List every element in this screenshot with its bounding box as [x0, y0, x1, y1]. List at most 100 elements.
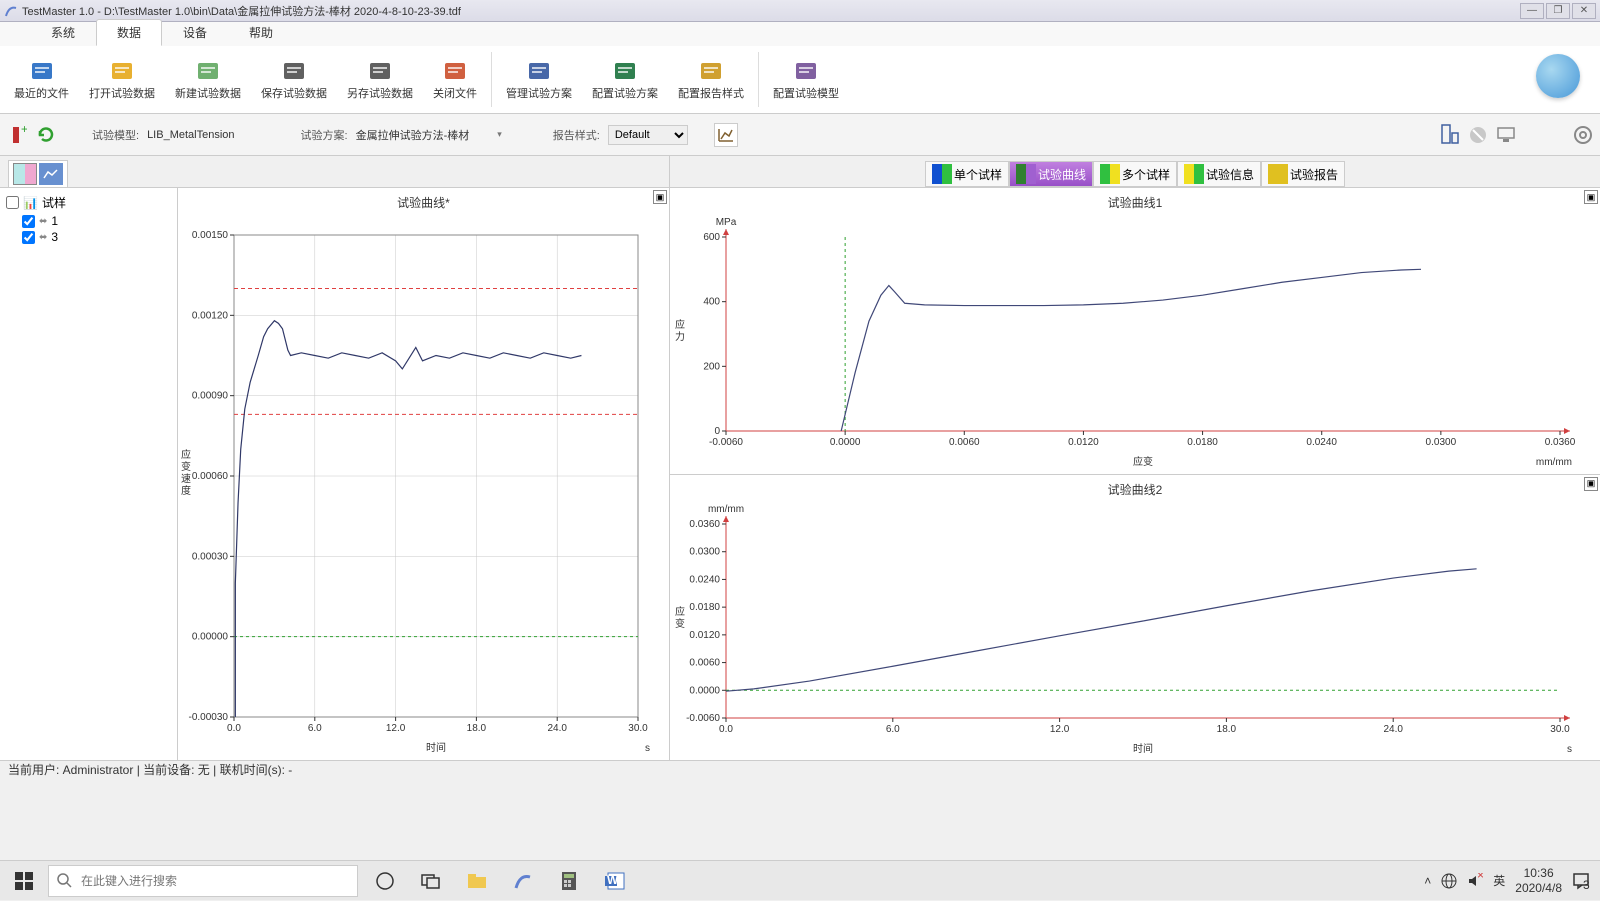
tree-item-label: 1 [51, 214, 58, 228]
task-word-icon[interactable]: W [592, 861, 638, 901]
svg-text:0.00030: 0.00030 [192, 551, 229, 562]
svg-text:+: + [21, 123, 27, 136]
svg-text:速: 速 [181, 473, 191, 485]
tree-item[interactable]: ⬌ 1 [4, 213, 173, 229]
svg-text:-0.0060: -0.0060 [686, 713, 720, 724]
chart-tool-icon[interactable] [714, 123, 738, 147]
chart-maximize-icon[interactable]: ▣ [1584, 477, 1598, 491]
svg-text:0.0060: 0.0060 [689, 657, 720, 668]
svg-text:0.0120: 0.0120 [689, 629, 720, 640]
svg-text:s: s [645, 743, 650, 754]
ribbon-button[interactable]: 关闭文件 [423, 48, 487, 111]
svg-text:0.0360: 0.0360 [1545, 437, 1576, 448]
plan-label: 试验方案: [301, 127, 348, 143]
left-tab-strip [0, 156, 669, 188]
svg-text:0.0360: 0.0360 [689, 519, 720, 530]
ribbon-button[interactable]: 管理试验方案 [496, 48, 582, 111]
ribbon-button[interactable]: 新建试验数据 [165, 48, 251, 111]
taskbar: 在此键入进行搜索 W ˄ × 英 10:36 2020/4/8 3 [0, 860, 1600, 900]
task-app-icon[interactable] [500, 861, 546, 901]
ribbon-button[interactable]: 配置试验方案 [582, 48, 668, 111]
monitor-icon[interactable] [1496, 125, 1516, 145]
ribbon-button[interactable]: 最近的文件 [4, 48, 79, 111]
left-tab-chart[interactable] [8, 160, 68, 188]
ribbon-button[interactable]: 打开试验数据 [79, 48, 165, 111]
settings-gear-icon[interactable] [1572, 125, 1592, 145]
tray-date: 2020/4/8 [1515, 881, 1562, 895]
ribbon-button[interactable]: 另存试验数据 [337, 48, 423, 111]
svg-text:400: 400 [703, 297, 720, 308]
tree-item-icon: ⬌ [39, 216, 47, 227]
menu-device[interactable]: 设备 [162, 19, 228, 46]
close-button[interactable]: ✕ [1572, 3, 1596, 19]
start-button[interactable] [0, 861, 48, 901]
refresh-icon[interactable] [36, 125, 56, 145]
svg-text:0.0120: 0.0120 [1068, 437, 1099, 448]
ribbon-icon [108, 59, 136, 83]
svg-text:度: 度 [181, 484, 191, 497]
tray-clock[interactable]: 10:36 2020/4/8 [1515, 866, 1562, 895]
right-tab[interactable]: 单个试样 [925, 161, 1009, 187]
report-select[interactable]: Default [608, 125, 688, 145]
clock-icon [1536, 54, 1580, 98]
left-chart: ▣ 试验曲线* 0.06.012.018.024.030.0-0.000300.… [178, 188, 669, 760]
svg-text:6.0: 6.0 [886, 724, 900, 735]
svg-text:mm/mm: mm/mm [708, 504, 744, 515]
tray-volume-icon[interactable]: × [1467, 873, 1483, 889]
ribbon-label: 关闭文件 [433, 85, 477, 101]
svg-text:24.0: 24.0 [547, 723, 567, 734]
tree-root[interactable]: 📊 试样 [4, 192, 173, 213]
report-label: 报告样式: [553, 127, 600, 143]
svg-text:0.0240: 0.0240 [689, 574, 720, 585]
ribbon-button[interactable]: 配置试验模型 [763, 48, 849, 111]
right-tab[interactable]: 多个试样 [1093, 161, 1177, 187]
ribbon-icon [525, 59, 553, 83]
svg-text:时间: 时间 [426, 741, 446, 754]
specimen-add-icon[interactable]: + [8, 125, 28, 145]
svg-text:0.0: 0.0 [227, 723, 241, 734]
tray-chevron-icon[interactable]: ˄ [1424, 874, 1431, 888]
minimize-button[interactable]: ― [1520, 3, 1544, 19]
ribbon-button[interactable]: 配置报告样式 [668, 48, 754, 111]
ribbon-label: 配置试验模型 [773, 85, 839, 101]
tray-ime[interactable]: 英 [1493, 872, 1505, 889]
plan-dropdown-icon[interactable]: ▾ [497, 129, 502, 140]
ribbon-icon [280, 59, 308, 83]
window-title: TestMaster 1.0 - D:\TestMaster 1.0\bin\D… [22, 3, 1520, 19]
tray-notifications-icon[interactable]: 3 [1572, 872, 1590, 890]
tray-network-icon[interactable] [1441, 873, 1457, 889]
menu-system[interactable]: 系统 [30, 19, 96, 46]
task-calculator-icon[interactable] [546, 861, 592, 901]
device-icon[interactable] [1440, 125, 1460, 145]
chart2-title: 试验曲线2 [670, 475, 1600, 504]
right-tab[interactable]: 试验信息 [1177, 161, 1261, 187]
ribbon-label: 打开试验数据 [89, 85, 155, 101]
tree-item-checkbox[interactable] [22, 215, 35, 228]
svg-text:应: 应 [181, 448, 191, 461]
svg-text:变: 变 [675, 617, 685, 630]
ribbon-icon [28, 59, 56, 83]
ribbon-label: 另存试验数据 [347, 85, 413, 101]
tree-item[interactable]: ⬌ 3 [4, 229, 173, 245]
menu-data[interactable]: 数据 [96, 19, 162, 46]
taskbar-search[interactable]: 在此键入进行搜索 [48, 865, 358, 897]
ribbon-button[interactable]: 保存试验数据 [251, 48, 337, 111]
right-tab[interactable]: 试验报告 [1261, 161, 1345, 187]
chart-maximize-icon[interactable]: ▣ [653, 190, 667, 204]
right-tabs: 单个试样试验曲线多个试样试验信息试验报告 [670, 156, 1600, 188]
ribbon-label: 配置试验方案 [592, 85, 658, 101]
tree-root-checkbox[interactable] [6, 196, 19, 209]
tree-item-checkbox[interactable] [22, 231, 35, 244]
svg-text:s: s [1567, 744, 1572, 755]
task-view-icon[interactable] [408, 861, 454, 901]
tree-item-label: 3 [51, 230, 58, 244]
ribbon-icon [366, 59, 394, 83]
menu-help[interactable]: 帮助 [228, 19, 294, 46]
svg-text:0.0000: 0.0000 [830, 437, 861, 448]
task-explorer-icon[interactable] [454, 861, 500, 901]
task-cortana-icon[interactable] [362, 861, 408, 901]
chart-maximize-icon[interactable]: ▣ [1584, 190, 1598, 204]
maximize-button[interactable]: ❐ [1546, 3, 1570, 19]
right-tab[interactable]: 试验曲线 [1009, 161, 1093, 187]
svg-text:0.00060: 0.00060 [192, 471, 229, 482]
